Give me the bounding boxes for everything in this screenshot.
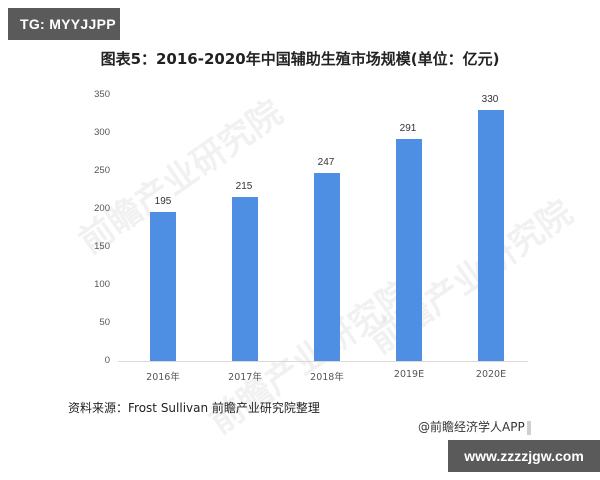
y-tick: 250 — [94, 165, 110, 176]
data-label: 247 — [317, 157, 335, 168]
bar-2017 — [232, 197, 258, 361]
bar-2020 — [478, 110, 504, 361]
x-tick: 2017年 — [228, 372, 262, 383]
x-tick: 2019E — [393, 369, 425, 380]
x-tick: 2020E — [475, 369, 507, 380]
watermark: 前瞻产业研究院 — [202, 272, 420, 443]
bar-2018 — [314, 173, 340, 361]
data-label: 195 — [154, 196, 172, 207]
bar-2016 — [150, 212, 176, 361]
url-badge: www.zzzzjgw.com — [448, 440, 600, 472]
watermark: 前瞻产业研究院 — [362, 192, 580, 363]
data-label: 215 — [235, 181, 253, 192]
y-tick: 0 — [104, 355, 110, 366]
y-tick: 50 — [99, 317, 110, 328]
y-tick: 200 — [94, 203, 110, 214]
tg-badge: TG: MYYJJPP — [8, 8, 120, 40]
y-tick: 350 — [94, 89, 110, 100]
chart-title: 图表5：2016-2020年中国辅助生殖市场规模(单位：亿元) — [100, 50, 500, 68]
y-tick: 100 — [94, 279, 110, 290]
y-tick: 300 — [94, 127, 110, 138]
text-cursor-mark — [526, 420, 531, 435]
source-note: 资料来源：Frost Sullivan 前瞻产业研究院整理 — [68, 401, 320, 415]
y-tick: 150 — [94, 241, 110, 252]
x-axis-line — [118, 361, 528, 362]
data-label: 291 — [399, 123, 417, 134]
credit: @前瞻经济学人APP — [418, 418, 531, 435]
data-label: 330 — [481, 94, 499, 105]
x-tick: 2018年 — [310, 372, 344, 383]
credit-text: @前瞻经济学人APP — [418, 420, 525, 434]
bar-chart: 前瞻产业研究院 前瞻产业研究院 前瞻产业研究院 350 300 250 200 … — [72, 89, 580, 442]
bar-2019 — [396, 139, 422, 361]
x-tick: 2016年 — [146, 372, 180, 383]
